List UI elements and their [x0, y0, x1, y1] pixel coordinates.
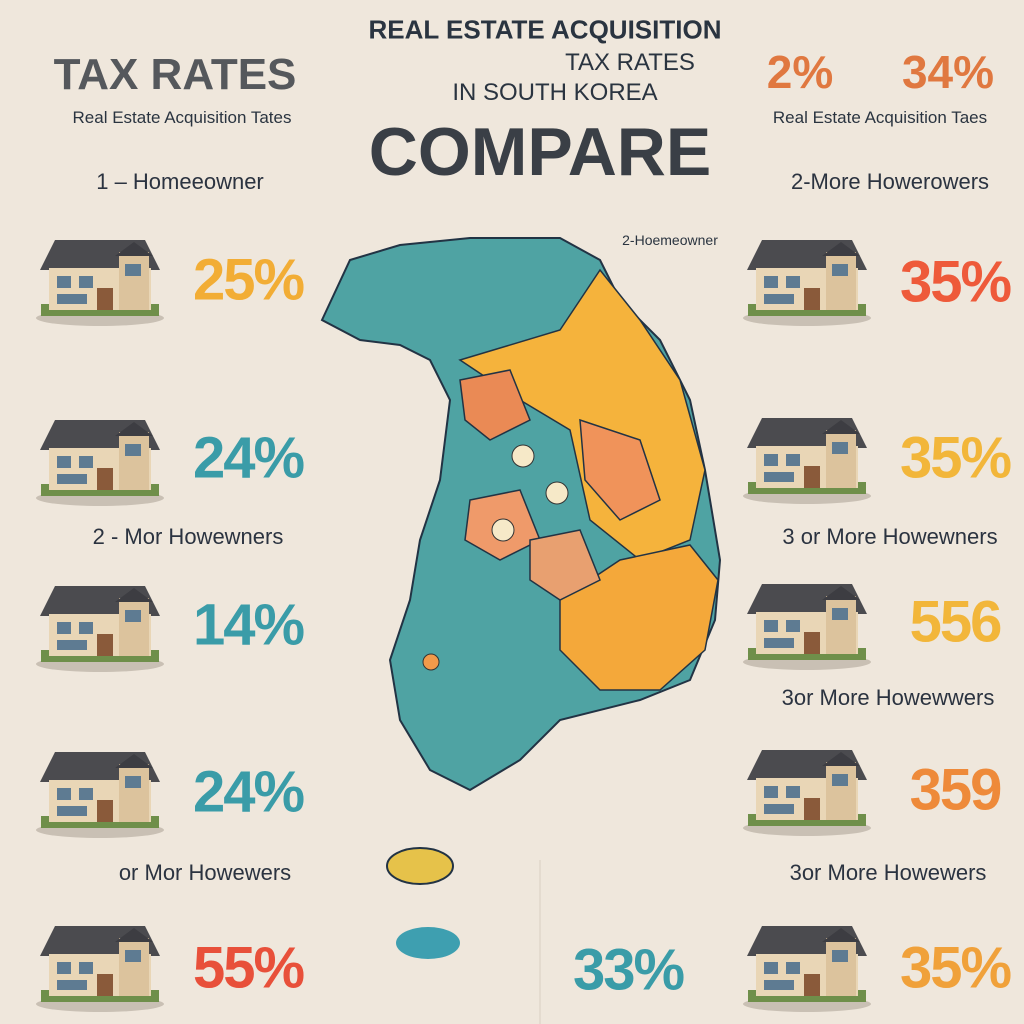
house-icon: [743, 584, 871, 670]
group-label: 3or More Howewwers: [781, 685, 995, 710]
group-label: 3or More Howewers: [789, 860, 987, 885]
rate: 35%: [899, 935, 1012, 1001]
rate: 24%: [192, 759, 305, 825]
rate: 24%: [192, 425, 305, 491]
group-label: or Mor Howewers: [118, 860, 292, 885]
house-icon: [743, 418, 871, 504]
house-icon: [36, 926, 164, 1012]
rate: 25%: [192, 247, 305, 313]
rate: 359: [909, 757, 1003, 823]
house-icon: [743, 926, 871, 1012]
house-icon: [36, 586, 164, 672]
title-line: REAL ESTATE ACQUISITION: [368, 14, 722, 45]
right-subtitle: Real Estate Acquisition Taes: [772, 108, 988, 127]
map-rate: 33%: [572, 937, 685, 1003]
rate: 35%: [899, 249, 1012, 315]
rate: 14%: [192, 592, 305, 658]
left-subtitle: Real Estate Acquisition Tates: [72, 108, 292, 127]
map: [320, 237, 722, 1024]
title-line: TAX RATES: [565, 49, 695, 76]
house-icon: [36, 240, 164, 326]
left-title: TAX RATES: [53, 50, 297, 99]
house-icon: [743, 750, 871, 836]
group-label: 2-More Howerowers: [790, 169, 990, 194]
compare-heading: COMPARE: [368, 114, 712, 190]
house-icon: [36, 420, 164, 506]
group-label: 1 – Homeeowner: [96, 169, 264, 194]
group-label: 3 or More Howewners: [782, 524, 998, 549]
headline-rate: 2%: [766, 46, 834, 98]
rate: 55%: [192, 935, 305, 1001]
group-label: 2 - Mor Howewners: [92, 524, 284, 549]
title-line: IN SOUTH KOREA: [452, 79, 658, 106]
house-icon: [36, 752, 164, 838]
rate: 556: [909, 589, 1003, 655]
map-label: 2-Hoemeowner: [622, 232, 718, 248]
house-icon: [743, 240, 871, 326]
headline-rate: 34%: [901, 46, 995, 98]
rate: 35%: [899, 425, 1012, 491]
